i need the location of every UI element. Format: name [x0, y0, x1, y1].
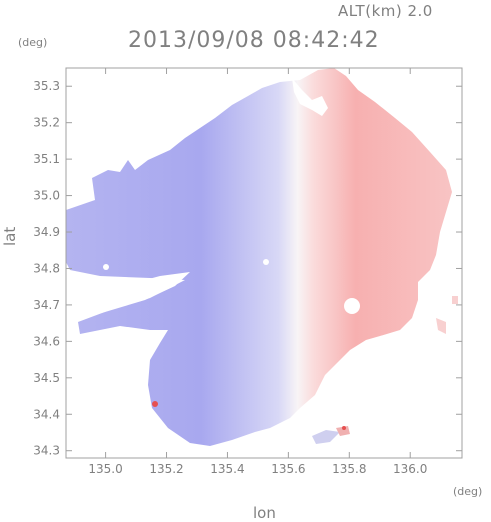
x-tick-label: 135.4	[210, 462, 244, 476]
y-tick-label: 34.5	[33, 371, 60, 385]
y-tick-label: 34.3	[33, 444, 60, 458]
echo-gap	[74, 272, 190, 320]
echo-gap	[103, 264, 109, 270]
x-axis-unit: (deg)	[453, 485, 483, 498]
radar-site-marker	[263, 259, 269, 265]
x-tick-label: 135.0	[88, 462, 122, 476]
strong-echo-spot	[342, 426, 346, 430]
echo-layer	[66, 68, 458, 446]
y-tick-label: 34.9	[33, 225, 60, 239]
echo-gap	[292, 78, 328, 116]
timestamp-title: 2013/09/08 08:42:42	[128, 28, 380, 53]
x-tick-label: 135.6	[271, 462, 305, 476]
echo-fragment	[436, 318, 446, 334]
altitude-label: ALT(km) 2.0	[338, 2, 433, 20]
echo-fragment	[452, 296, 458, 304]
y-tick-label: 35.2	[33, 116, 60, 130]
echo-gap	[344, 298, 360, 314]
y-tick-label: 34.4	[33, 407, 60, 421]
x-tick-label: 135.2	[149, 462, 183, 476]
y-tick-label: 34.8	[33, 261, 60, 275]
y-axis-unit: (deg)	[18, 36, 48, 49]
echo-fragment	[336, 426, 350, 436]
echo-region	[66, 68, 452, 446]
x-axis-label: lon	[253, 504, 276, 522]
y-tick-label: 34.7	[33, 298, 60, 312]
strong-echo-spot	[152, 401, 158, 407]
y-tick-label: 34.6	[33, 334, 60, 348]
y-tick-label: 35.0	[33, 189, 60, 203]
echo-fragment	[312, 430, 340, 444]
x-tick-label: 136.0	[393, 462, 427, 476]
plot-frame	[65, 67, 463, 459]
y-tick-label: 35.1	[33, 152, 60, 166]
axis-ticks: 135.0 135.2 135.4 135.6 135.8 136.0 34.3 34.4 34…	[33, 68, 462, 476]
y-tick-label: 35.3	[33, 79, 60, 93]
x-tick-label: 135.8	[332, 462, 366, 476]
